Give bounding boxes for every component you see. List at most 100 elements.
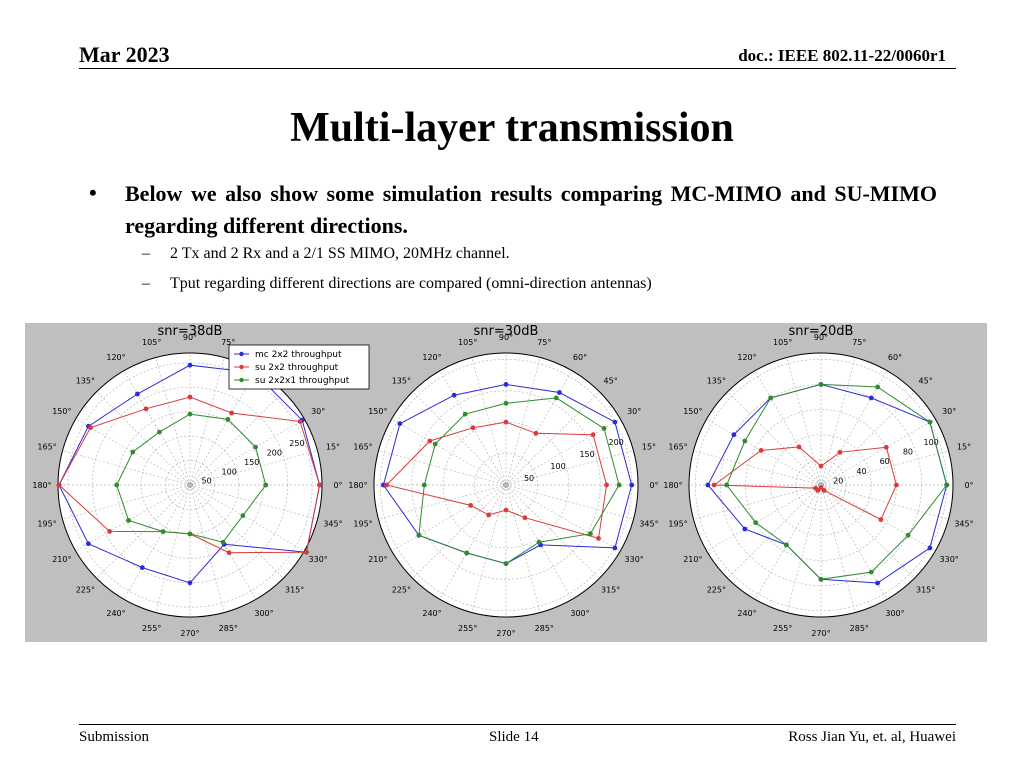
data-point [416,532,422,538]
data-point [187,531,193,537]
data-point [317,482,322,488]
data-point [742,438,748,444]
angle-tick-label: 75° [852,338,866,347]
origin-marker [187,482,193,488]
data-point [522,515,528,521]
angle-gridline [505,418,621,486]
radius-tick-label: 60 [880,457,890,466]
data-point [590,432,596,438]
data-point [130,449,136,455]
legend-label: su 2x2x1 throughput [255,376,350,386]
angle-gridline [786,484,822,613]
data-point [818,485,824,490]
data-point [894,482,899,488]
angle-tick-label: 180° [32,481,51,490]
data-point [427,438,433,444]
angle-tick-label: 240° [106,609,125,618]
data-point [818,463,824,469]
data-point [470,425,476,431]
angle-gridline [189,484,225,613]
data-point [711,482,717,488]
angle-gridline [189,484,305,552]
angle-tick-label: 105° [773,338,792,347]
angle-tick-label: 345° [639,519,658,528]
angle-tick-label: 120° [422,353,441,362]
radius-tick-label: 100 [550,462,565,471]
chart-title: snr=20dB [789,324,854,339]
data-point [226,550,232,556]
angle-tick-label: 210° [52,555,71,564]
data-point [464,550,470,556]
angle-gridline [706,418,822,486]
angle-tick-label: 270° [496,629,515,638]
polar-chart-1: 501001502002500°15°30°45°60°75°90°105°12… [32,324,370,638]
angle-tick-label: 15° [326,443,340,452]
legend-label: su 2x2 throughput [255,363,339,373]
angle-gridline [189,484,318,520]
angle-gridline [505,484,600,579]
data-point [421,482,427,488]
radius-tick-label: 250 [289,439,304,448]
radius-gridline [67,362,313,608]
legend-marker [239,377,244,383]
angle-tick-label: 285° [535,624,554,633]
data-point [753,520,759,526]
angle-tick-label: 300° [570,609,589,618]
angle-tick-label: 105° [458,338,477,347]
radius-tick-label: 100 [222,467,237,476]
data-point [114,482,120,488]
angle-tick-label: 345° [323,519,342,528]
header-date: Mar 2023 [79,42,170,67]
data-point [56,482,62,488]
angle-gridline [820,450,949,486]
radius-tick-label: 80 [903,448,913,457]
data-point [588,531,593,537]
data-point [220,539,226,545]
angle-tick-label: 135° [392,376,411,385]
angle-gridline [378,450,507,486]
angle-tick-label: 120° [737,353,756,362]
angle-gridline [820,357,856,486]
angle-tick-label: 240° [422,609,441,618]
data-point [758,448,764,453]
data-point [229,410,235,416]
legend-label: mc 2x2 throughput [255,350,342,360]
angle-gridline [62,450,191,486]
footer-center: Slide 14 [489,729,539,745]
angle-tick-label: 90° [499,333,513,342]
angle-tick-label: 195° [668,519,687,528]
data-point [944,482,950,488]
angle-tick-label: 180° [663,481,682,490]
sub-text: Tput regarding different directions are … [170,275,652,292]
data-point [612,545,618,551]
angle-gridline [505,391,600,486]
angle-gridline [505,357,541,486]
data-point [616,482,622,488]
data-point [462,411,468,417]
angle-tick-label: 255° [458,624,477,633]
data-point [432,441,438,447]
angle-tick-label: 210° [683,555,702,564]
data-point [503,561,509,566]
radius-gridline [116,411,264,559]
angle-gridline [505,484,541,613]
angle-gridline [123,484,191,600]
angle-tick-label: 45° [919,376,933,385]
angle-gridline [727,484,822,579]
chart-title: snr=30dB [474,324,539,339]
data-point [875,580,880,586]
footer-left: Submission [79,729,150,745]
data-point [503,400,509,406]
data-point [883,444,889,450]
header-doc-id: doc.: IEEE 802.11-22/0060r1 [738,46,946,65]
angle-tick-label: 345° [954,519,973,528]
angle-tick-label: 210° [368,555,387,564]
angle-gridline [391,418,507,486]
radius-tick-label: 200 [267,449,282,458]
data-point [157,429,162,435]
angle-tick-label: 60° [573,353,587,362]
data-point [601,426,607,431]
data-point [705,482,711,488]
data-point [126,518,131,523]
